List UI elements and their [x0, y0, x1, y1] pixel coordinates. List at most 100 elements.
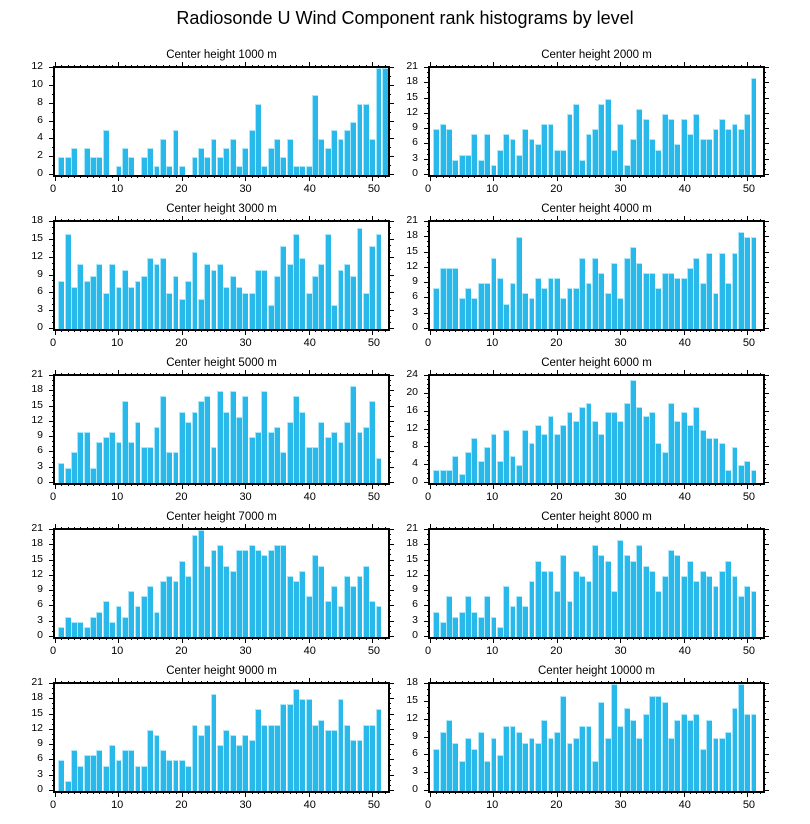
subplot-title: Center height 3000 m — [166, 203, 277, 215]
bar — [185, 421, 192, 483]
x-minor-tick — [652, 219, 653, 222]
x-minor-tick — [702, 175, 704, 178]
bar — [90, 616, 96, 637]
x-minor-tick — [601, 175, 603, 178]
y-minor-tick — [388, 461, 391, 463]
x-minor-tick — [251, 681, 253, 684]
x-minor-tick — [74, 219, 76, 222]
x-minor-tick — [207, 791, 209, 794]
x-minor-tick — [80, 637, 82, 640]
x-minor-tick — [645, 329, 647, 332]
subplot-title: Center height 7000 m — [166, 511, 277, 523]
x-minor-tick — [607, 219, 609, 222]
x-minor-tick — [721, 681, 723, 684]
x-minor-tick — [277, 329, 278, 332]
x-minor-tick — [525, 637, 527, 640]
bar — [362, 724, 369, 791]
x-minor-tick — [690, 681, 692, 684]
x-minor-tick — [289, 527, 291, 530]
bars-layer — [430, 530, 763, 637]
x-minor-tick — [86, 791, 88, 794]
x-major-tick — [55, 483, 56, 489]
x-tick-label: 20 — [550, 337, 563, 349]
x-minor-tick — [283, 175, 285, 178]
x-minor-tick — [759, 637, 761, 640]
x-minor-tick — [677, 65, 679, 68]
x-minor-tick — [721, 527, 723, 530]
y-axis-labels: 0 3 6 9 12 15 18 21 — [1, 369, 43, 487]
x-minor-tick — [315, 527, 317, 530]
x-tick-label: 10 — [111, 337, 124, 349]
subplot-title: Center height 5000 m — [166, 357, 277, 369]
bar — [109, 745, 115, 791]
x-minor-tick — [544, 637, 546, 640]
y-major-tick — [388, 636, 394, 637]
x-minor-tick — [449, 637, 451, 640]
x-minor-tick — [487, 791, 489, 794]
bar — [465, 154, 471, 175]
bar — [496, 149, 503, 175]
y-minor-tick — [763, 415, 766, 417]
y-minor-tick — [388, 595, 391, 597]
y-major-tick — [424, 236, 430, 238]
x-minor-tick — [365, 637, 367, 640]
x-major-tick — [683, 62, 685, 68]
x-minor-tick — [359, 527, 361, 530]
y-major-tick — [763, 410, 769, 412]
x-minor-tick — [74, 65, 76, 68]
bar — [503, 134, 510, 175]
x-minor-tick — [378, 791, 380, 794]
y-minor-tick — [427, 138, 430, 140]
x-major-tick — [245, 637, 247, 643]
x-minor-tick — [80, 175, 82, 178]
y-tick-label: 0 — [412, 629, 418, 641]
y-major-tick — [388, 529, 394, 530]
y-tick-label: 12 — [406, 105, 418, 118]
bar — [674, 719, 681, 791]
bar — [693, 580, 700, 637]
x-minor-tick — [759, 681, 761, 684]
bar — [731, 707, 738, 791]
x-minor-tick — [575, 219, 577, 222]
x-minor-tick — [613, 637, 615, 640]
y-tick-label: 0 — [412, 167, 418, 179]
x-minor-tick — [468, 219, 470, 222]
bar — [668, 550, 674, 637]
x-minor-tick — [759, 219, 761, 222]
y-minor-tick — [388, 779, 391, 781]
x-minor-tick — [378, 373, 380, 376]
y-minor-tick — [427, 441, 430, 443]
x-minor-tick — [671, 681, 673, 684]
bar — [604, 737, 611, 791]
x-major-tick — [430, 370, 431, 376]
x-tick-label: 10 — [111, 645, 124, 657]
x-minor-tick — [213, 175, 215, 178]
y-minor-tick — [52, 446, 55, 448]
x-tick-label: 20 — [550, 183, 563, 195]
y-tick-label: 0 — [37, 475, 43, 487]
x-minor-tick — [449, 527, 451, 530]
bar — [477, 616, 484, 637]
x-minor-tick — [353, 527, 355, 530]
x-minor-tick — [219, 637, 221, 640]
bar — [484, 447, 490, 483]
x-minor-tick — [525, 219, 527, 222]
x-minor-tick — [213, 329, 215, 332]
bar — [579, 725, 586, 791]
x-minor-tick — [696, 329, 698, 332]
bar — [261, 555, 268, 637]
x-minor-tick — [137, 637, 139, 640]
y-tick-label: 6 — [412, 598, 418, 611]
x-minor-tick — [461, 175, 463, 178]
bar — [191, 251, 198, 329]
bar — [560, 298, 567, 329]
bar — [737, 129, 744, 175]
y-minor-tick — [763, 148, 766, 150]
x-minor-tick — [264, 483, 266, 486]
x-minor-tick — [569, 219, 571, 222]
y-major-tick — [388, 102, 394, 104]
x-minor-tick — [277, 527, 278, 530]
x-minor-tick — [594, 791, 596, 794]
x-minor-tick — [302, 483, 304, 486]
bar — [712, 586, 719, 637]
